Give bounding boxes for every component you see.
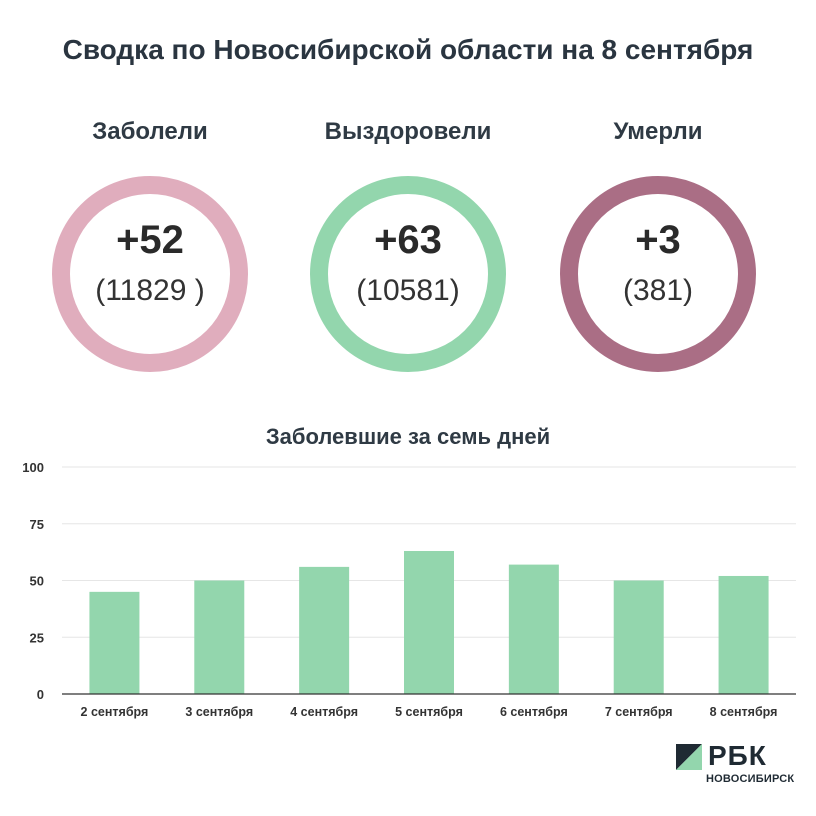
x-tick-label: 8 сентября bbox=[710, 705, 778, 719]
stat-infected: Заболели +52 (11829 ) bbox=[40, 118, 260, 372]
stat-label: Умерли bbox=[613, 118, 703, 145]
deaths-delta: +3 bbox=[635, 218, 681, 262]
bar bbox=[613, 580, 664, 694]
y-tick-label: 100 bbox=[22, 460, 44, 475]
bar bbox=[718, 575, 769, 694]
x-tick-label: 4 сентября bbox=[290, 705, 358, 719]
y-tick-label: 0 bbox=[37, 687, 44, 702]
deaths-total: (381) bbox=[622, 274, 694, 307]
recovered-ring: +63 (10581) bbox=[310, 176, 506, 372]
infected-ring: +52 (11829 ) bbox=[52, 176, 248, 372]
stat-label: Заболели bbox=[92, 118, 208, 145]
recovered-delta: +63 bbox=[374, 218, 442, 262]
bar bbox=[194, 580, 245, 694]
rbc-logo-icon bbox=[676, 744, 702, 770]
infected-total: (11829 ) bbox=[95, 274, 205, 307]
y-tick-label: 25 bbox=[30, 630, 44, 645]
infected-delta: +52 bbox=[116, 218, 184, 262]
page-title: Сводка по Новосибирской области на 8 сен… bbox=[62, 34, 754, 65]
logo-name: РБК bbox=[708, 740, 767, 771]
deaths-ring: +3 (381) bbox=[560, 176, 756, 372]
bar bbox=[404, 550, 454, 694]
x-tick-label: 5 сентября bbox=[395, 705, 463, 719]
x-tick-label: 2 сентября bbox=[81, 705, 149, 719]
stat-recovered: Выздоровели +63 (10581) bbox=[298, 118, 518, 372]
bar bbox=[299, 566, 350, 694]
x-tick-label: 7 сентября bbox=[605, 705, 673, 719]
stat-label: Выздоровели bbox=[324, 118, 492, 145]
x-tick-label: 6 сентября bbox=[500, 705, 568, 719]
y-tick-label: 75 bbox=[30, 517, 44, 532]
bar-chart: 0 25 50 75 100 2 сентября 3 сентября 4 сентября… bbox=[22, 460, 796, 719]
chart-title: Заболевшие за семь дней bbox=[265, 424, 551, 449]
stat-deaths: Умерли +3 (381) bbox=[548, 118, 768, 372]
recovered-total: (10581) bbox=[356, 274, 460, 307]
x-tick-label: 3 сентября bbox=[185, 705, 253, 719]
bar bbox=[89, 591, 140, 694]
logo-city: НОВОСИБИРСК bbox=[706, 773, 795, 785]
y-tick-label: 50 bbox=[30, 574, 44, 589]
rbc-logo: РБК НОВОСИБИРСК bbox=[676, 740, 811, 792]
bar bbox=[508, 564, 559, 694]
